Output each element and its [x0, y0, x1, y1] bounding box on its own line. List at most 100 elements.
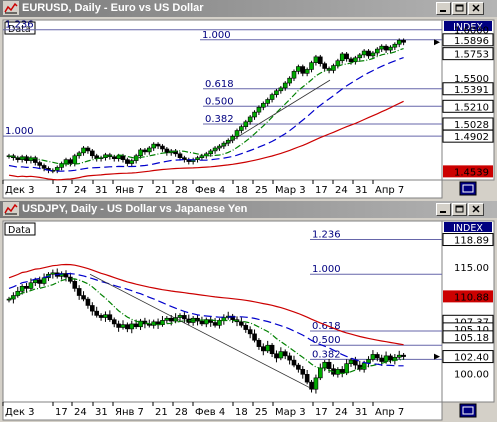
candle	[41, 165, 47, 169]
x-tick-label: 21	[155, 185, 168, 196]
index-button-bg[interactable]	[444, 222, 492, 232]
candle	[322, 361, 327, 369]
minimize-button[interactable]	[436, 203, 451, 216]
candle	[50, 272, 56, 275]
candle	[348, 359, 354, 364]
candle	[160, 320, 165, 325]
candle	[322, 63, 327, 69]
candle	[182, 315, 187, 320]
ma-blue-line	[8, 273, 404, 367]
ma-green-line	[8, 278, 404, 375]
price-axis	[441, 220, 495, 403]
candle	[300, 369, 306, 375]
price-label: 1.5896	[454, 36, 489, 47]
candle	[204, 319, 209, 325]
candle	[199, 155, 205, 158]
candle	[291, 359, 297, 366]
usdjpy-title-bar[interactable]: USDJPY, Daily - US Dollar vs Japanese Ye…	[0, 201, 497, 218]
price-label: 102.40	[454, 353, 489, 364]
index-button[interactable]: INDEX	[453, 223, 483, 234]
fib-level-label: 0.618	[312, 321, 341, 332]
candle	[85, 298, 91, 306]
price-label-box-red	[443, 165, 493, 178]
candle	[243, 325, 249, 330]
x-tick-label: 17	[55, 185, 68, 196]
candle	[133, 323, 139, 328]
candle	[212, 322, 218, 326]
current-price-marker	[434, 39, 440, 46]
candle	[278, 351, 284, 359]
plot-area[interactable]	[2, 220, 443, 403]
candle	[344, 363, 349, 374]
candle	[309, 381, 314, 390]
candle	[68, 159, 73, 164]
candle	[63, 159, 69, 164]
candle	[138, 149, 143, 157]
candle	[37, 279, 42, 284]
x-tick-label: Янв 7	[115, 185, 144, 196]
close-button[interactable]	[468, 2, 484, 15]
price-label: 1.5210	[454, 102, 489, 113]
candle	[274, 353, 279, 359]
candle	[164, 148, 170, 154]
candle	[282, 351, 288, 357]
x-tick-label: 31	[355, 407, 368, 418]
candle	[160, 145, 165, 150]
x-tick-label: 25	[255, 407, 268, 418]
fib-level-label: 0.500	[205, 96, 234, 107]
x-tick-label: 17	[315, 185, 328, 196]
x-tick-label: 18	[235, 407, 248, 418]
close-button[interactable]	[468, 203, 484, 216]
candle	[269, 94, 275, 100]
fib-level-label: 1.236	[5, 20, 34, 31]
time-axis	[2, 179, 443, 199]
candle	[239, 321, 244, 326]
candle	[142, 149, 148, 153]
data-label-box	[4, 21, 36, 35]
current-price-marker	[434, 353, 440, 360]
candle	[15, 290, 21, 296]
x-tick-label: 24	[335, 185, 348, 196]
eurusd-title-bar[interactable]: EURUSD, Daily - Euro vs US Dollar	[0, 0, 497, 17]
eurusd-price-chart[interactable]: Data INDEX1.0001.2360.6180.5000.3821.0001…	[0, 17, 497, 200]
candle	[94, 310, 99, 316]
candle	[383, 355, 389, 362]
data-label-box	[4, 222, 36, 236]
price-label-box	[442, 129, 494, 143]
x-tick-label: Апр 7	[375, 407, 404, 418]
candle	[287, 355, 292, 361]
scroll-button[interactable]	[459, 403, 477, 418]
x-tick-label: 31	[95, 185, 108, 196]
fib-level-label: 0.382	[205, 114, 234, 125]
candle	[274, 90, 279, 95]
candle	[72, 281, 78, 289]
price-label: 1.4902	[454, 132, 489, 143]
candle	[6, 298, 12, 301]
plot-area[interactable]	[2, 19, 443, 181]
candle	[296, 364, 301, 370]
candle	[335, 60, 341, 66]
candle	[81, 295, 86, 300]
usdjpy-chart-window[interactable]: USDJPY, Daily - US Dollar vs Japanese Ye…	[0, 201, 497, 422]
maximize-button[interactable]	[452, 2, 467, 15]
candle	[366, 359, 371, 364]
candle	[252, 333, 257, 341]
candle	[388, 46, 393, 51]
candle	[252, 111, 257, 118]
x-tick-label: 18	[235, 185, 248, 196]
candle	[287, 77, 292, 84]
x-tick-label: Дек 3	[5, 185, 35, 196]
maximize-button[interactable]	[452, 203, 467, 216]
usdjpy-price-chart[interactable]: Data INDEX 1.236 1.000 0.618 0.500 0.382 118.89…	[0, 218, 497, 422]
scroll-button[interactable]	[459, 181, 477, 196]
price-label-box	[442, 233, 494, 247]
candle	[155, 143, 161, 147]
candle	[396, 354, 402, 358]
candle	[243, 121, 249, 127]
index-button-bg[interactable]	[444, 21, 492, 31]
minimize-button[interactable]	[436, 2, 451, 15]
x-tick-label: 21	[155, 407, 168, 418]
eurusd-chart-window[interactable]: EURUSD, Daily - Euro vs US Dollar Data IN…	[0, 0, 497, 200]
index-button[interactable]: INDEX	[453, 22, 483, 33]
candle	[24, 156, 29, 161]
